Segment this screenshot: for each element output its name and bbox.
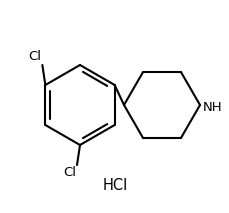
Text: HCl: HCl (102, 178, 127, 193)
Text: Cl: Cl (63, 166, 76, 179)
Text: Cl: Cl (28, 50, 41, 63)
Text: NH: NH (202, 101, 222, 114)
